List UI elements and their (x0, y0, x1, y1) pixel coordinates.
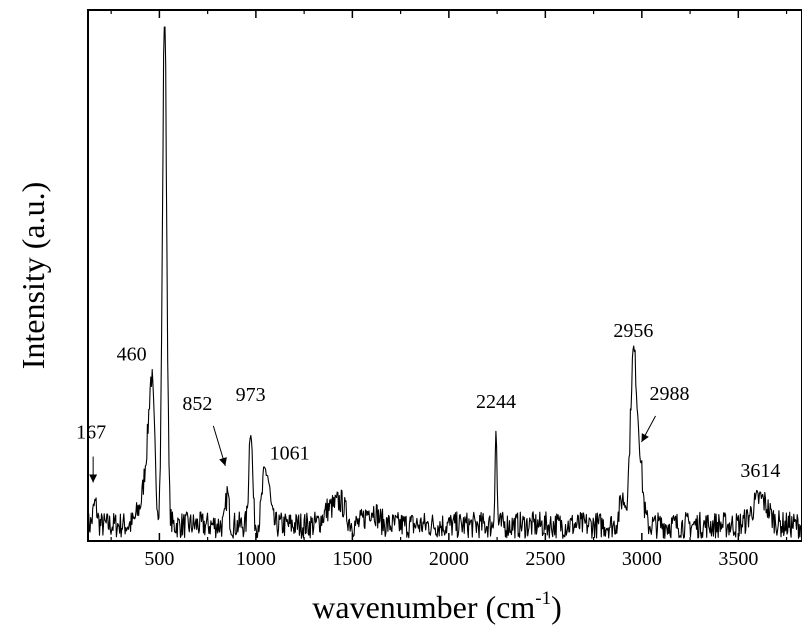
peak-label-167: 167 (76, 422, 106, 444)
peak-label-460: 460 (117, 343, 147, 365)
plot-area (87, 26, 802, 539)
y-axis-title: Intensity (a.u.) (15, 182, 51, 370)
peak-label-852: 852 (182, 393, 212, 415)
annotation-arrowhead (641, 433, 649, 443)
x-axis-title-main: wavenumber (cm (312, 589, 535, 625)
x-tick-label: 3000 (622, 548, 662, 570)
annotation-arrowhead (89, 474, 98, 483)
x-axis-title: wavenumber (cm-1) (312, 588, 562, 625)
peak-label-3614: 3614 (740, 460, 780, 482)
x-tick-label: 500 (144, 548, 174, 570)
x-tick-label: 2500 (525, 548, 565, 570)
peak-label-2956: 2956 (613, 320, 653, 342)
annotation-arrowhead (219, 457, 227, 466)
x-axis-title-superscript: -1 (535, 588, 551, 609)
plot-frame (87, 9, 802, 542)
x-axis-title-close: ) (551, 589, 562, 625)
peak-annotations: 16746052785297310612244295629883614 (76, 320, 780, 483)
peak-label-973: 973 (236, 384, 266, 406)
x-tick-label: 2000 (429, 548, 469, 570)
peak-label-1061: 1061 (270, 442, 310, 464)
spectrum-line (87, 26, 802, 539)
peak-label-2244: 2244 (476, 391, 516, 413)
x-axis-ticks: 500 1000 1500 2000 2500 3000 3500 (110, 10, 788, 570)
peak-label-2988: 2988 (650, 383, 690, 405)
x-tick-label: 1000 (236, 548, 276, 570)
x-tick-label: 3500 (718, 548, 758, 570)
x-tick-label: 1500 (332, 548, 372, 570)
